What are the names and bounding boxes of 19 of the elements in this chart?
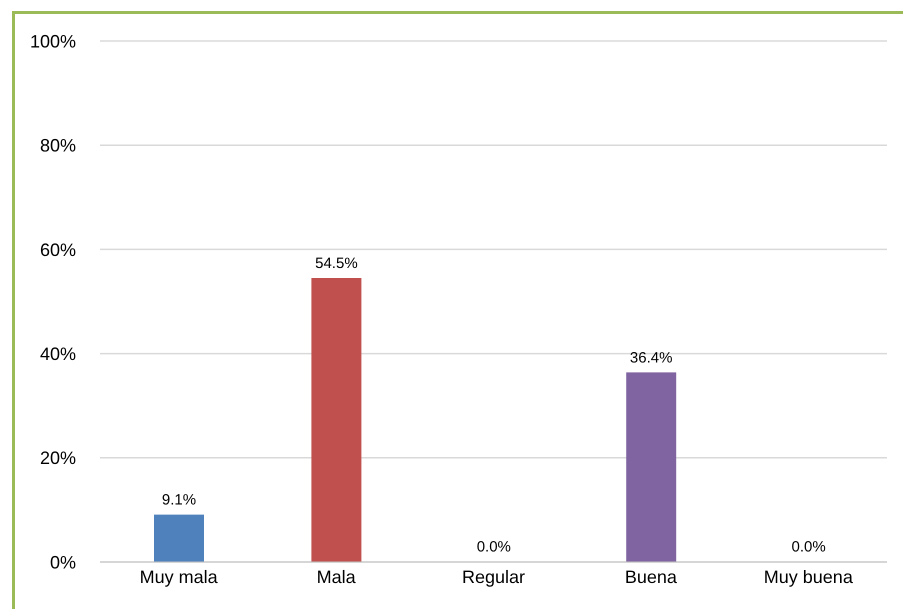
x-tick-label: Muy mala <box>140 566 219 587</box>
x-tick-label: Regular <box>462 566 526 587</box>
y-tick-label: 80% <box>40 136 76 156</box>
y-tick-label: 100% <box>30 31 76 52</box>
data-label: 36.4% <box>630 349 672 366</box>
data-label: 54.5% <box>315 255 358 272</box>
bar <box>154 514 204 562</box>
data-label: 9.1% <box>162 492 196 509</box>
y-tick-label: 20% <box>40 448 76 468</box>
x-tick-label: Buena <box>624 566 678 587</box>
y-tick-label: 40% <box>40 344 76 364</box>
data-label: 0.0% <box>476 538 511 556</box>
x-tick-label: Muy buena <box>764 566 854 587</box>
bar <box>311 278 362 562</box>
y-tick-label: 60% <box>40 240 76 260</box>
y-tick-label: 0% <box>50 552 76 572</box>
data-label: 0.0% <box>792 538 826 556</box>
bar <box>626 372 676 562</box>
x-tick-label: Mala <box>316 566 357 587</box>
